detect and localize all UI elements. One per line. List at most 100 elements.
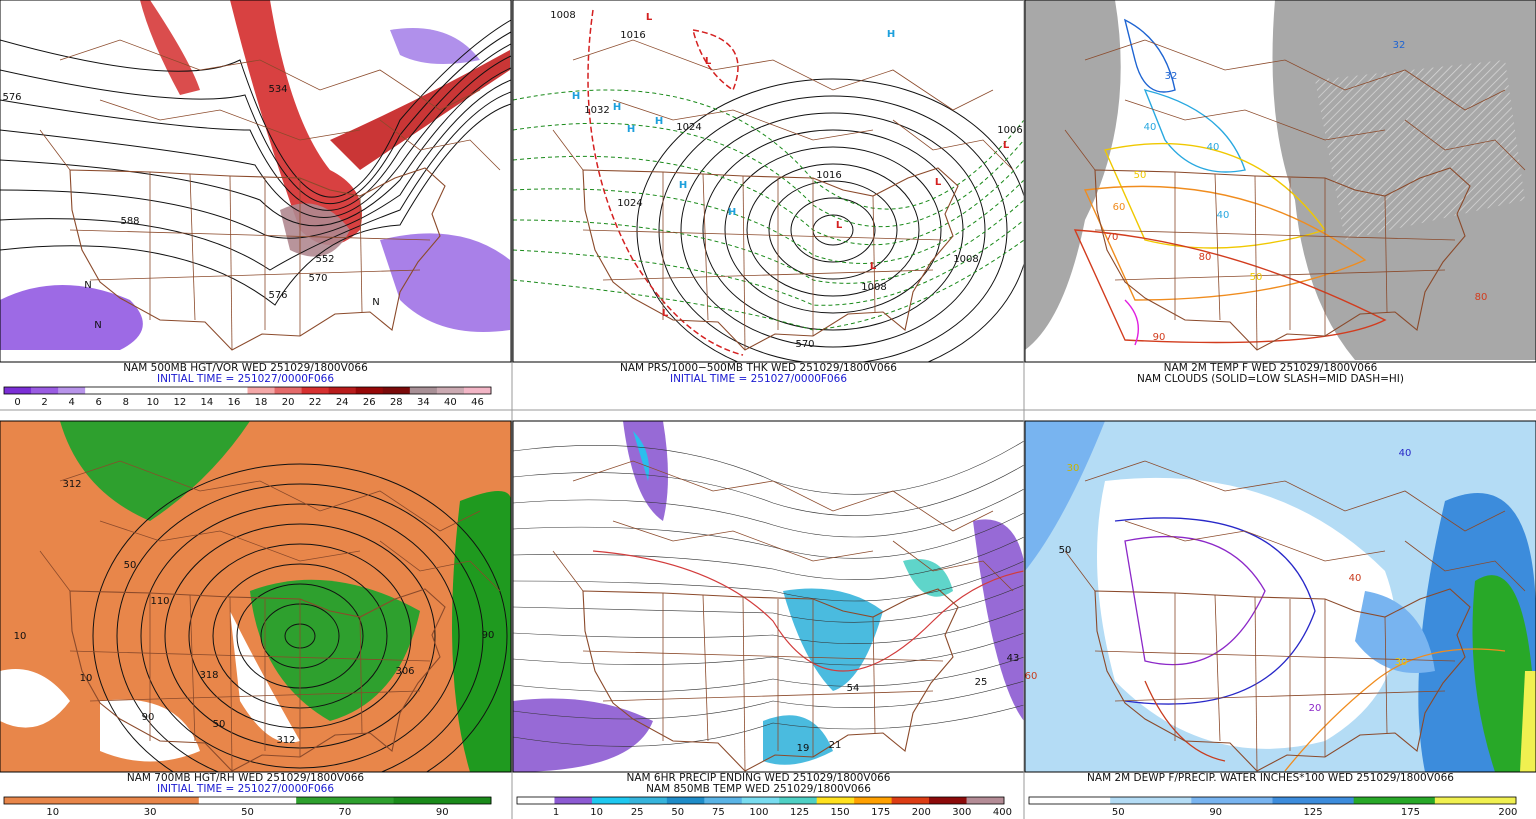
map-label: 570 — [795, 339, 814, 350]
caption: NAM 700MB HGT/RH WED 251029/1800V066 — [127, 772, 365, 784]
height-contour — [0, 31, 511, 205]
caption: INITIAL TIME = 251027/0000F066 — [157, 373, 334, 385]
state-line — [1124, 520, 1386, 562]
temp-contour — [513, 656, 1024, 693]
colorbar-label: 75 — [712, 807, 725, 818]
map-label: 40 — [1217, 210, 1230, 221]
colorbar-label: 10 — [146, 397, 159, 408]
colorbar-label: 30 — [144, 807, 157, 818]
map-label: L — [662, 308, 669, 319]
state-line — [1114, 269, 1446, 281]
state-line — [1094, 229, 1456, 241]
map-label: L — [705, 56, 712, 67]
colorbar-label: 26 — [363, 397, 376, 408]
state-line — [702, 594, 709, 742]
map-label: 50 — [124, 560, 137, 571]
dewpoint-contour — [1114, 517, 1316, 705]
colorbar-swatch — [166, 387, 194, 394]
map-label: 80 — [1199, 252, 1212, 263]
cloud-area — [1315, 60, 1525, 240]
temperature-contour — [1073, 229, 1387, 344]
colorbar-swatch — [101, 797, 200, 804]
colorbar-swatch — [301, 387, 330, 394]
state-line — [602, 269, 934, 281]
map-label: L — [646, 12, 653, 23]
map-label: 1016 — [620, 30, 645, 41]
colorbar-label: 175 — [1401, 807, 1420, 818]
map-label: H — [887, 29, 895, 40]
precip-area — [633, 431, 649, 481]
temp-contour — [513, 536, 1024, 580]
colorbar-label: 0 — [14, 397, 20, 408]
temp-contour — [513, 704, 1024, 747]
colorbar-swatch — [1110, 797, 1192, 804]
colorbar-label: 2 — [41, 397, 47, 408]
colorbar-swatch — [220, 387, 248, 394]
isobar — [790, 197, 876, 263]
map: 312 306 312 10 10 110 50 90 318 50 90 — [0, 421, 511, 772]
colorbar-label: 90 — [1209, 807, 1222, 818]
colorbar-swatch — [854, 797, 893, 804]
colorbar-swatch — [591, 797, 630, 804]
map-label: 1032 — [584, 105, 609, 116]
state-line — [59, 39, 481, 111]
colorbar-swatch — [666, 797, 705, 804]
map: HHHHHHHLLLLLLL10321024102410161016100810… — [513, 0, 1024, 362]
map-label: 534 — [268, 84, 287, 95]
colorbar-swatch — [779, 797, 818, 804]
colorbar-swatch — [929, 797, 968, 804]
caption: NAM 500MB HGT/VOR WED 251029/1800V066 — [123, 362, 368, 374]
map-label: 40 — [1144, 122, 1157, 133]
map-label: 50 — [1134, 170, 1147, 181]
colorbar-label: 4 — [68, 397, 74, 408]
boundaries — [1064, 460, 1526, 772]
map-label: 30 — [1067, 463, 1080, 474]
colorbar-swatch — [1191, 797, 1273, 804]
map-label: 50 — [213, 719, 226, 730]
colorbar-label: 10 — [46, 807, 59, 818]
colorbar-swatch — [629, 797, 668, 804]
map-label: H — [728, 207, 736, 218]
map-label: H — [679, 180, 687, 191]
pw-area — [1472, 575, 1536, 772]
colorbar-swatch — [382, 387, 411, 394]
map-label: 1008 — [861, 282, 886, 293]
map-label: 32 — [1393, 40, 1406, 51]
map-label: 1006 — [997, 125, 1022, 136]
caption: NAM 2M TEMP F WED 251029/1800V066 — [1164, 362, 1378, 374]
colorbar-swatch — [1353, 797, 1436, 804]
colorbar-frame — [3, 796, 492, 805]
map: 576 534 588 552 576 570 N N N — [0, 0, 511, 362]
state-line — [69, 229, 431, 241]
map-label: 21 — [829, 740, 842, 751]
weather-panel: HHHHHHHLLLLLLL10321024102410161016100810… — [512, 0, 1025, 385]
colorbar-label: 28 — [390, 397, 403, 408]
caption: INITIAL TIME = 251027/0000F066 — [670, 373, 847, 385]
colorbar-swatch — [328, 387, 357, 394]
map-label: 570 — [308, 273, 327, 284]
state-line — [1064, 129, 1096, 171]
map-label: 90 — [482, 630, 495, 641]
state-line — [1124, 99, 1386, 141]
state-line — [59, 460, 481, 532]
dewpoint-contour — [1284, 648, 1506, 772]
state-line — [1064, 550, 1096, 592]
map-label: N — [84, 280, 91, 291]
weather-panel: 312 306 312 10 10 110 50 90 318 50 90 NAM 700MB HGT… — [0, 420, 512, 818]
colorbar-swatch — [296, 797, 395, 804]
pw-area — [1520, 671, 1536, 772]
colorbar-swatch — [554, 797, 593, 804]
dewpoint-contour — [1144, 680, 1226, 762]
us-outline — [1094, 588, 1471, 772]
temperature-contour — [1124, 299, 1139, 346]
colorbar-label: 8 — [123, 397, 129, 408]
map-bg — [513, 0, 1024, 362]
state-line — [1114, 690, 1446, 702]
colorbar-swatch — [1434, 797, 1517, 804]
height-contour — [92, 463, 508, 772]
state-line — [1254, 175, 1258, 351]
state-line — [359, 616, 363, 734]
height-contour — [140, 503, 460, 769]
colorbar-swatch — [247, 387, 276, 394]
state-line — [39, 129, 71, 171]
